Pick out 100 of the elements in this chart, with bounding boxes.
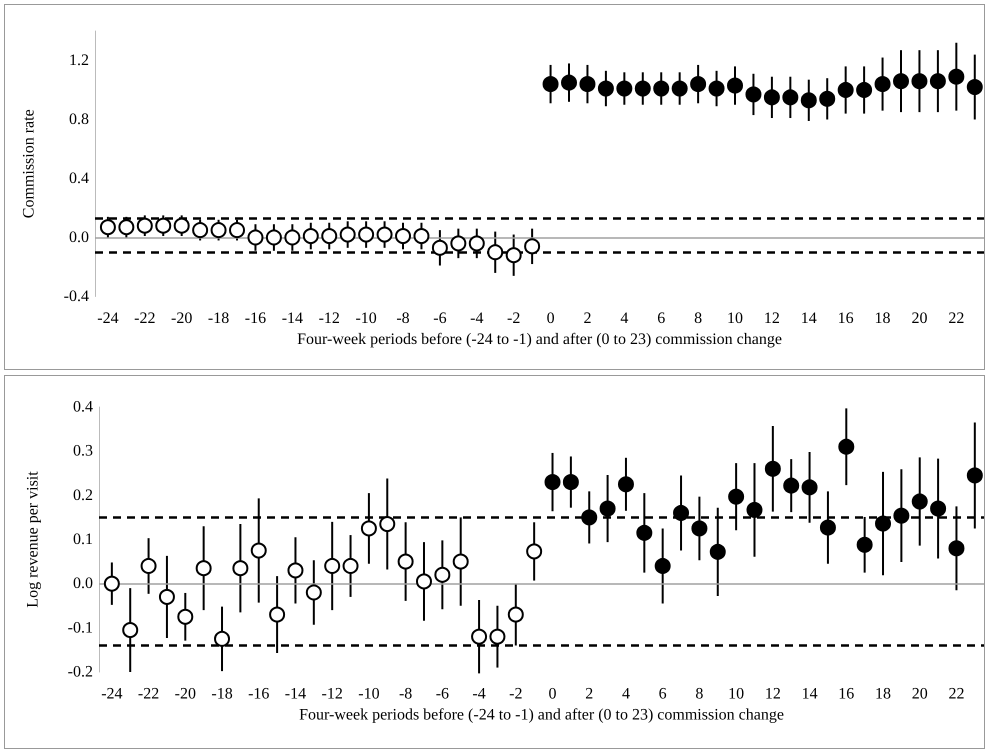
point	[229, 222, 246, 238]
point	[930, 500, 946, 517]
point	[118, 219, 134, 236]
point	[136, 218, 153, 234]
point	[104, 576, 120, 592]
x-tick-label: -8	[396, 310, 410, 327]
x-tick-label: -18	[211, 686, 233, 702]
x-tick-label: -10	[355, 310, 377, 327]
x-tick-label: -22	[138, 686, 160, 702]
x-tick-label: 2	[583, 310, 592, 327]
point	[856, 82, 872, 98]
point	[214, 630, 230, 647]
x-tick-label: 18	[875, 686, 892, 702]
point	[269, 606, 286, 623]
point	[819, 90, 836, 107]
y-tick-label: 0.1	[73, 531, 93, 548]
point	[487, 244, 504, 260]
x-tick-label: -4	[470, 310, 484, 327]
point	[838, 82, 854, 98]
point	[398, 554, 414, 570]
x-tick-label: -2	[507, 310, 520, 327]
point	[561, 74, 578, 91]
y-tick-label: -0.4	[64, 288, 89, 305]
point	[287, 562, 304, 578]
x-tick-label: -12	[322, 686, 343, 702]
point	[727, 78, 744, 94]
x-tick-label: -20	[174, 686, 196, 702]
point	[266, 230, 282, 246]
point	[506, 247, 522, 264]
point	[526, 543, 542, 560]
x-tick-label: 12	[764, 310, 780, 327]
y-tick-label: -0.2	[68, 664, 93, 680]
x-axis-title: Four-week periods before (-24 to -1) and after (0 to 23) commission change	[299, 706, 784, 724]
point	[192, 222, 208, 238]
y-tick-label: -0.1	[68, 619, 93, 636]
point	[250, 542, 267, 559]
point	[376, 226, 393, 243]
x-tick-label: -8	[398, 686, 412, 702]
x-tick-label: -14	[284, 686, 306, 702]
point	[802, 479, 818, 496]
point	[210, 222, 227, 238]
point	[691, 520, 708, 536]
x-axis-title: Four-week periods before (-24 to -1) and after (0 to 23) commission change	[297, 330, 782, 348]
point	[820, 520, 836, 536]
y-tick-label: 0.8	[69, 111, 89, 128]
x-tick-label: 16	[838, 310, 854, 327]
point	[618, 476, 634, 492]
point	[690, 76, 706, 92]
y-tick-label: 1.2	[69, 52, 89, 69]
point	[340, 226, 356, 243]
point	[562, 474, 579, 490]
point	[930, 73, 946, 90]
point	[450, 235, 466, 252]
point	[911, 73, 928, 90]
y-tick-label: 0.0	[69, 229, 89, 246]
point	[746, 502, 762, 518]
x-tick-label: -12	[318, 310, 340, 327]
point	[875, 516, 892, 532]
point	[122, 622, 138, 638]
point	[306, 584, 322, 600]
point	[471, 628, 488, 645]
point	[616, 80, 632, 97]
point	[413, 228, 430, 244]
point	[155, 218, 172, 234]
x-tick-label: 10	[728, 686, 744, 702]
x-tick-label: -24	[101, 686, 123, 702]
point	[542, 76, 559, 92]
point	[966, 467, 983, 484]
point	[416, 573, 432, 590]
point	[196, 560, 212, 576]
x-tick-label: -2	[509, 686, 522, 702]
x-tick-label: 16	[838, 686, 854, 702]
point	[856, 536, 873, 553]
point	[434, 566, 450, 583]
x-tick-label: -16	[244, 310, 266, 327]
point	[710, 544, 726, 560]
point	[508, 606, 524, 623]
point	[783, 478, 800, 494]
point	[893, 73, 909, 90]
x-tick-label: 2	[585, 686, 594, 702]
point	[653, 80, 670, 97]
point	[579, 76, 596, 92]
point	[321, 228, 338, 244]
point	[432, 240, 448, 256]
point	[654, 558, 671, 574]
point	[342, 558, 359, 574]
x-tick-label: 14	[800, 310, 817, 327]
point	[158, 588, 175, 605]
y-tick-label: 0.0	[73, 575, 93, 592]
point	[177, 608, 194, 625]
x-tick-label: 4	[622, 686, 630, 702]
x-tick-label: 8	[694, 310, 702, 327]
point	[302, 228, 319, 244]
point	[600, 500, 616, 517]
point	[874, 76, 891, 92]
y-axis-title: Log revenue per visit	[24, 470, 42, 608]
x-tick-label: 8	[695, 686, 704, 702]
point	[174, 218, 190, 234]
x-tick-label: -14	[282, 310, 304, 327]
x-tick-label: -16	[248, 686, 270, 702]
